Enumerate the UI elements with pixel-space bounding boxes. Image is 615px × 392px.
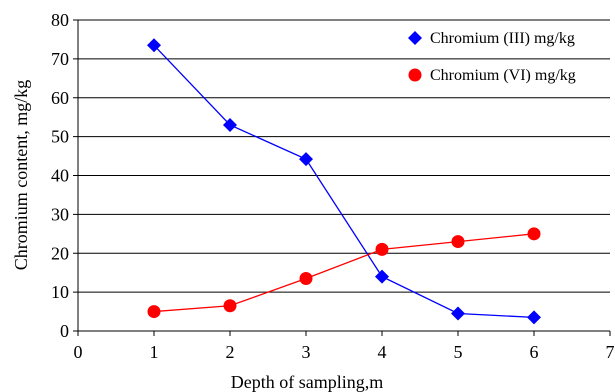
data-point	[223, 299, 237, 313]
y-tick-label: 0	[60, 321, 69, 341]
y-tick-label: 70	[51, 49, 69, 69]
x-tick-label: 3	[302, 342, 311, 362]
y-tick-label: 20	[51, 243, 69, 263]
y-tick-label: 50	[51, 127, 69, 147]
x-tick-label: 0	[74, 342, 83, 362]
y-tick-label: 30	[51, 204, 69, 224]
axes	[73, 19, 611, 336]
y-tick-label: 40	[51, 166, 69, 186]
series-2	[147, 227, 541, 319]
x-axis-title: Depth of sampling,m	[231, 372, 383, 392]
data-point	[299, 152, 313, 167]
series-line	[153, 44, 535, 319]
data-point	[527, 227, 541, 241]
x-tick-label: 7	[606, 342, 615, 362]
legend-label: Chromium (VI) mg/kg	[430, 67, 576, 84]
y-tick-label: 10	[51, 282, 69, 302]
data-point	[223, 117, 237, 132]
data-point	[451, 235, 465, 249]
data-point	[299, 272, 313, 286]
x-tick-label: 5	[454, 342, 463, 362]
grid	[78, 19, 610, 293]
data-point	[451, 306, 465, 321]
legend-item: Chromium (III) mg/kg	[408, 30, 575, 47]
x-tick-label: 2	[226, 342, 235, 362]
legend-item: Chromium (VI) mg/kg	[408, 67, 576, 84]
legend-marker	[408, 68, 422, 82]
legend-label: Chromium (III) mg/kg	[430, 30, 575, 47]
data-point	[147, 38, 161, 53]
data-point	[375, 269, 389, 284]
y-tick-label: 80	[51, 10, 69, 30]
x-tick-label: 4	[378, 342, 387, 362]
y-axis-title: Chromium content, mg/kg	[11, 80, 31, 271]
series-line	[153, 233, 535, 313]
data-point	[147, 305, 161, 319]
data-point	[527, 310, 541, 325]
tick-labels: 0 10 20 30 40 50 60 70 80 0 1 2 3 4 5 6 7	[51, 10, 615, 362]
data-point	[375, 242, 389, 256]
series-1	[147, 38, 541, 325]
x-tick-label: 6	[530, 342, 539, 362]
series	[147, 38, 541, 325]
legend: Chromium (III) mg/kg Chromium (VI) mg/kg	[408, 30, 576, 84]
y-tick-label: 60	[51, 88, 69, 108]
x-tick-label: 1	[150, 342, 159, 362]
legend-marker	[408, 31, 422, 45]
